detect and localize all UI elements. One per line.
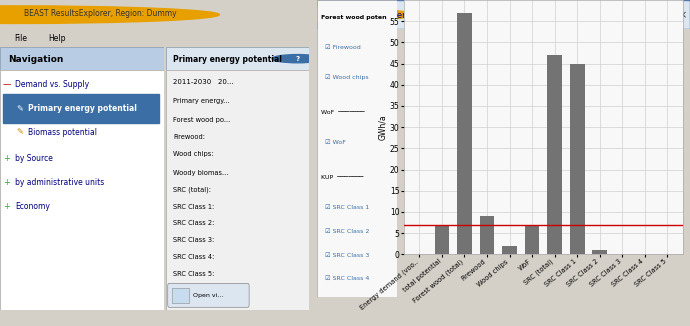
Text: Forest wood poten: Forest wood poten: [322, 15, 387, 20]
Text: Open vi...: Open vi...: [193, 293, 223, 298]
FancyBboxPatch shape: [168, 283, 249, 307]
Text: 2011-2030   20...: 2011-2030 20...: [173, 79, 234, 85]
Text: ☑ SRC Class 4: ☑ SRC Class 4: [322, 276, 370, 281]
Text: Firewood:: Firewood:: [173, 134, 206, 140]
Bar: [480, 216, 494, 254]
Text: ☑ SRC Class 3: ☑ SRC Class 3: [322, 253, 370, 258]
Text: +: +: [3, 202, 10, 211]
Text: Navigation: Navigation: [8, 55, 63, 64]
Text: -: -: [647, 9, 650, 18]
Text: □: □: [658, 9, 667, 18]
Text: Biomass potential: Biomass potential: [28, 128, 97, 137]
Text: ×: ×: [676, 9, 683, 18]
Text: Primary energy potential: Primary energy potential: [173, 55, 282, 64]
Text: Forest wood po...: Forest wood po...: [173, 117, 230, 124]
Text: Economy: Economy: [14, 202, 50, 211]
Text: ×: ×: [678, 10, 687, 20]
Text: SRC Class 2:: SRC Class 2:: [173, 220, 215, 227]
Text: Primary energy potential 2011-2030: Primary energy potential 2011-2030: [351, 11, 504, 20]
Circle shape: [272, 54, 324, 63]
Text: Wood chips:: Wood chips:: [173, 151, 214, 157]
Bar: [435, 225, 449, 254]
Text: WoF  ───────: WoF ───────: [322, 110, 365, 115]
Text: ?: ?: [295, 56, 299, 62]
Text: Demand vs. Supply: Demand vs. Supply: [14, 80, 89, 89]
Bar: [502, 246, 517, 254]
Text: SRC Class 5:: SRC Class 5:: [173, 271, 215, 277]
Bar: [547, 55, 562, 254]
Text: ☑ SRC Class 2: ☑ SRC Class 2: [322, 229, 370, 234]
Text: ☑ Wood chips: ☑ Wood chips: [322, 74, 369, 80]
Text: Primary energy potential: Primary energy potential: [28, 104, 137, 113]
Text: -: -: [644, 10, 647, 20]
Text: BEAST ResultsExplorer, Region: Dummy: BEAST ResultsExplorer, Region: Dummy: [24, 9, 177, 18]
Circle shape: [250, 8, 414, 21]
Text: =: =: [660, 10, 668, 20]
Text: Woody biomas...: Woody biomas...: [173, 170, 229, 176]
Text: Help: Help: [48, 34, 66, 43]
Text: by Source: by Source: [14, 154, 52, 163]
Text: ✎: ✎: [16, 128, 23, 137]
Text: Primary energy...: Primary energy...: [173, 98, 230, 104]
Bar: [525, 225, 540, 254]
Text: +: +: [3, 154, 10, 163]
Text: +: +: [3, 178, 10, 187]
Bar: [457, 13, 472, 254]
Bar: [593, 250, 607, 254]
Text: SRC Class 1:: SRC Class 1:: [173, 204, 215, 210]
Text: —: —: [2, 80, 11, 89]
Text: SRC Class 4:: SRC Class 4:: [173, 254, 215, 260]
Text: ☑ SRC Class 1: ☑ SRC Class 1: [322, 205, 370, 210]
Text: KUP  ───────: KUP ───────: [322, 175, 364, 181]
Text: SRC Class 3:: SRC Class 3:: [173, 237, 215, 243]
Y-axis label: GWh/a: GWh/a: [378, 114, 387, 140]
Circle shape: [0, 6, 219, 23]
Bar: [570, 64, 584, 254]
Text: File: File: [14, 34, 27, 43]
Text: SRC (total):: SRC (total):: [173, 187, 211, 193]
Bar: [172, 288, 189, 303]
Text: by administrative units: by administrative units: [14, 178, 104, 187]
Text: ☑ Firewood: ☑ Firewood: [322, 45, 361, 50]
Bar: [3, 94, 159, 123]
Text: ☑ WoF: ☑ WoF: [322, 140, 346, 145]
Text: ✎: ✎: [16, 104, 23, 113]
